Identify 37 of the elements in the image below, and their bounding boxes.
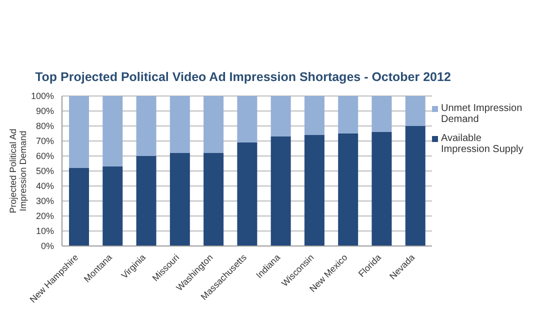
bar xyxy=(204,153,224,246)
bar xyxy=(136,96,156,156)
y-tick-label: 50% xyxy=(36,166,54,176)
bar xyxy=(170,153,190,246)
legend-label: Unmet Impression Demand xyxy=(441,103,524,125)
bar xyxy=(136,156,156,246)
bar xyxy=(372,96,392,132)
bar xyxy=(69,168,89,246)
bar xyxy=(170,96,190,153)
bar xyxy=(270,96,291,136)
bar xyxy=(405,126,426,246)
y-axis-title: Projected Political Ad Impression Demand xyxy=(8,128,28,214)
y-tick-label: 0% xyxy=(40,241,54,252)
y-tick-label: 60% xyxy=(36,151,54,162)
bar xyxy=(304,135,324,246)
y-tick-label: 20% xyxy=(36,211,54,222)
y-tick-label: 80% xyxy=(36,121,54,132)
bar xyxy=(237,96,258,142)
y-tick-label: 90% xyxy=(36,106,54,116)
bar xyxy=(338,134,358,246)
bar xyxy=(338,96,358,134)
y-tick-label: 10% xyxy=(36,226,54,236)
bar xyxy=(304,96,324,135)
bar xyxy=(372,132,392,246)
bar xyxy=(102,166,123,246)
bar xyxy=(270,136,291,246)
y-tick-label: 100% xyxy=(30,91,54,102)
bar xyxy=(405,96,426,126)
y-tick-label: 40% xyxy=(36,181,54,192)
y-tick-label: 30% xyxy=(36,196,54,206)
legend-label: Available Impression Supply xyxy=(441,133,524,155)
chart-title: Top Projected Political Video Ad Impression Shortages - October 2012 xyxy=(34,70,452,84)
bar xyxy=(69,96,89,168)
bar xyxy=(102,96,123,166)
y-tick-label: 70% xyxy=(36,136,54,146)
bar xyxy=(204,96,224,153)
bar xyxy=(237,142,258,246)
